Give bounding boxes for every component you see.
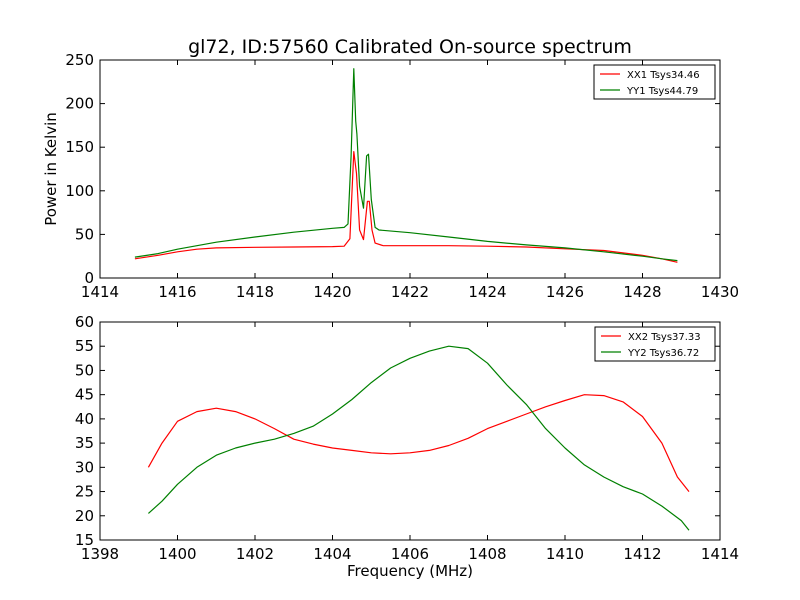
top-x-tick-label: 1416	[158, 283, 196, 301]
bottom-y-tick-label: 15	[75, 531, 94, 549]
bottom-y-tick-label: 20	[75, 507, 94, 525]
bottom-legend-box	[594, 326, 716, 362]
top-x-tick-label: 1422	[391, 283, 429, 301]
bottom-y-tick-label: 35	[75, 434, 94, 452]
bottom-y-tick-label: 45	[75, 386, 94, 404]
bottom-x-tick-label: 1414	[701, 545, 739, 563]
bottom-y-tick-label: 50	[75, 361, 94, 379]
bottom-x-axis-label: Frequency (MHz)	[347, 562, 473, 580]
top-x-tick-label: 1418	[236, 283, 274, 301]
bottom-y-tick-label: 55	[75, 337, 94, 355]
bottom-y-tick-label: 25	[75, 483, 94, 501]
top-x-tick-label: 1420	[313, 283, 351, 301]
bottom-x-tick-label: 1404	[313, 545, 351, 563]
top-series-line-2	[134, 68, 678, 262]
top-legend-label-xx1: XX1 Tsys34.46	[627, 70, 700, 81]
top-y-tick-label: 0	[84, 269, 94, 287]
top-plot: 1414 1416 1418 1420 1422 1424 1426 1428 1430 0 50 1…	[42, 51, 739, 301]
top-x-tick-label: 1414	[81, 283, 119, 301]
top-series-line-1	[134, 151, 678, 263]
bottom-series-line-1	[147, 394, 690, 492]
top-legend-label-yy1: YY1 Tsys44.79	[626, 86, 698, 97]
bottom-plot: 1398 1400 1402 1404 1406 1408 1410 1412 1414 15 20…	[75, 313, 739, 580]
top-legend-box	[593, 64, 716, 100]
bottom-legend-label-yy2: YY2 Tsys36.72	[627, 348, 699, 359]
top-x-tick-label: 1430	[701, 283, 739, 301]
bottom-legend-label-xx2: XX2 Tsys37.33	[628, 332, 701, 343]
bottom-x-tick-label: 1402	[236, 545, 274, 563]
bottom-y-tick-label: 60	[75, 313, 94, 331]
bottom-y-tick-label: 30	[75, 458, 94, 476]
bottom-legend: XX2 Tsys37.33 YY2 Tsys36.72	[594, 326, 716, 362]
top-x-tick-label: 1428	[623, 283, 661, 301]
bottom-series-line-2	[147, 345, 690, 531]
top-y-tick-label: 200	[65, 95, 94, 113]
bottom-y-tick-label: 40	[75, 410, 94, 428]
top-x-tick-label: 1426	[546, 283, 584, 301]
top-y-tick-label: 50	[75, 225, 94, 243]
top-y-tick-label: 150	[65, 138, 94, 156]
bottom-x-tick-label: 1400	[158, 545, 196, 563]
top-y-tick-label: 100	[65, 182, 94, 200]
bottom-x-tick-label: 1412	[623, 545, 661, 563]
bottom-x-tick-label: 1410	[546, 545, 584, 563]
chart-title: gl72, ID:57560 Calibrated On-source spec…	[188, 36, 632, 58]
bottom-x-tick-label: 1406	[391, 545, 429, 563]
top-x-tick-label: 1424	[468, 283, 506, 301]
bottom-x-tick-label: 1398	[81, 545, 119, 563]
bottom-x-tick-label: 1408	[468, 545, 506, 563]
top-legend: XX1 Tsys34.46 YY1 Tsys44.79	[593, 64, 716, 100]
top-y-axis-label: Power in Kelvin	[42, 112, 60, 226]
top-y-tick-label: 250	[65, 51, 94, 69]
